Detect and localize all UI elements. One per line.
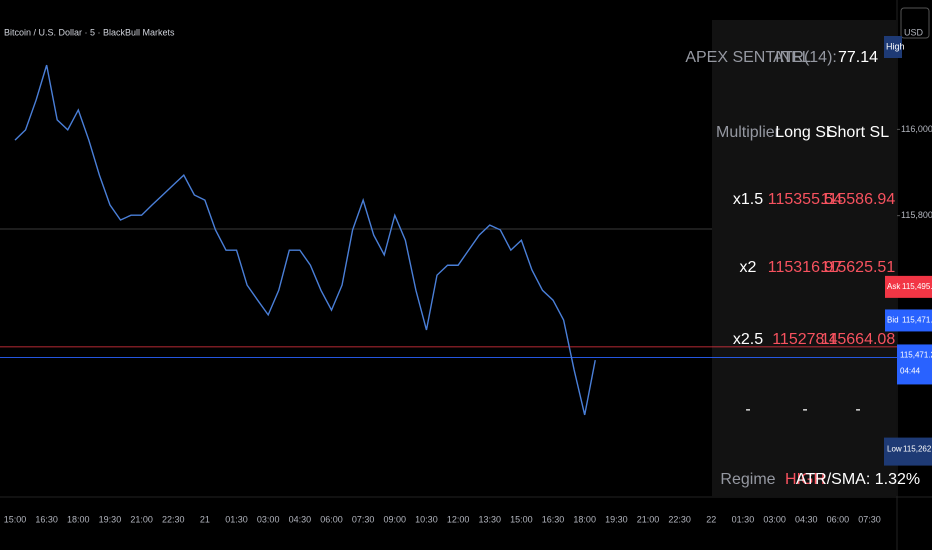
low-tag [884, 437, 932, 466]
table-panel [712, 20, 896, 497]
high-label: High [886, 41, 905, 51]
y-tick-label: 115,800.00 [901, 210, 932, 220]
table-cell: 115586.94 [821, 191, 896, 208]
table-cell: HIGH [785, 471, 825, 488]
x-tick-label: 10:30 [415, 514, 438, 524]
table-cell: APEX SENTINEL [685, 49, 810, 66]
x-tick-label: 18:00 [573, 514, 596, 524]
x-tick-label: 13:30 [478, 514, 501, 524]
table-cell: 115664.08 [821, 331, 896, 348]
table-cell: x2.5 [733, 331, 763, 348]
currency-button[interactable] [900, 7, 930, 39]
x-tick-label: 01:30 [732, 514, 755, 524]
x-tick-label: 21:00 [130, 514, 153, 524]
x-tick-label: 07:30 [858, 514, 881, 524]
y-tick-label: 116,000.00 [901, 124, 932, 134]
last-price-label: 115,471.24 [900, 351, 932, 360]
table-cell: 115625.51 [821, 259, 896, 276]
x-tick-label: 22:30 [162, 514, 185, 524]
price-line-series [14, 64, 596, 416]
table-cell: ATR(14): [773, 49, 837, 66]
x-tick-label: 03:00 [763, 514, 786, 524]
x-tick-label: 19:30 [605, 514, 628, 524]
x-tick-label: 04:30 [289, 514, 312, 524]
x-tick-label: 22 [706, 514, 716, 524]
table-cell: Regime [720, 471, 775, 488]
x-tick-label: 07:30 [352, 514, 375, 524]
table-cell: - [745, 401, 750, 418]
low-name: Low [887, 445, 902, 454]
table-cell: x1.5 [733, 191, 763, 208]
table-cell: 115355.54 [768, 191, 843, 208]
x-tick-label: 18:00 [67, 514, 90, 524]
table-cell: 115316.97 [768, 259, 843, 276]
price-tag-label: 115,495.75 [902, 282, 932, 291]
x-tick-label: 12:00 [447, 514, 470, 524]
last-price-tag [897, 344, 932, 385]
x-tick-label: 16:30 [542, 514, 565, 524]
x-tick-label: 15:00 [4, 514, 27, 524]
price-tag-name: Bid [887, 316, 899, 325]
x-tick-label: 04:30 [795, 514, 818, 524]
price-tag [885, 275, 932, 298]
currency: USD [904, 27, 924, 37]
table-cell: Multiplier [716, 124, 781, 141]
table-cell: 115278.4 [772, 331, 838, 348]
price-tag [885, 309, 932, 332]
chart-title: Bitcoin / U.S. Dollar · 5 · BlackBull Ma… [4, 27, 175, 37]
x-tick-label: 16:30 [35, 514, 58, 524]
x-tick-label: 06:00 [827, 514, 850, 524]
table-cell: x2 [740, 259, 757, 276]
low-label: 115,262.24 [903, 445, 932, 454]
x-tick-label: 21:00 [637, 514, 660, 524]
table-cell: Long SL [775, 124, 835, 141]
x-tick-label: 15:00 [510, 514, 533, 524]
table-cell: Short SL [827, 124, 889, 141]
table-cell: 77.14 [838, 49, 878, 66]
countdown: 04:44 [900, 367, 921, 376]
x-tick-label: 01:30 [225, 514, 248, 524]
table-cell: - [802, 401, 807, 418]
x-tick-label: 06:00 [320, 514, 343, 524]
x-tick-label: 03:00 [257, 514, 280, 524]
x-tick-label: 22:30 [668, 514, 691, 524]
x-tick-label: 21 [200, 514, 210, 524]
x-tick-label: 19:30 [99, 514, 122, 524]
x-tick-label: 09:00 [384, 514, 407, 524]
table-cell: ATR/SMA: 1.32% [796, 471, 920, 488]
price-tag-name: Ask [887, 282, 901, 291]
price-tag-label: 115,471.24 [902, 316, 932, 325]
table-cell: - [855, 401, 860, 418]
high-marker [884, 36, 902, 58]
